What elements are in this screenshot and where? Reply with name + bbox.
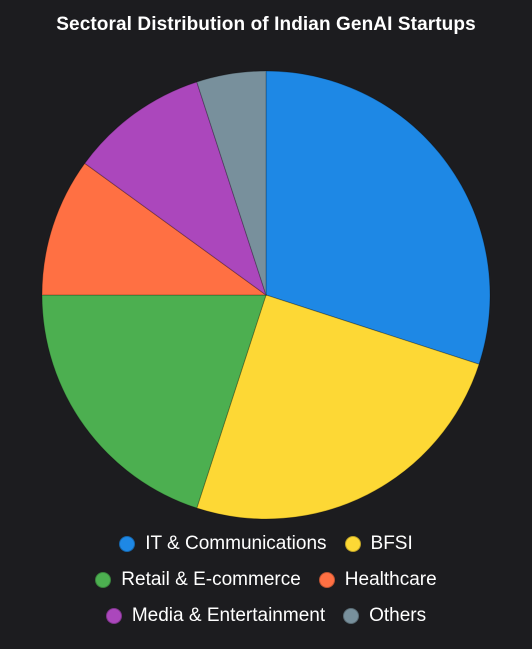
legend-swatch: [105, 608, 122, 624]
legend: IT & Communications BFSI Retail & E-comm…: [0, 526, 532, 634]
pie-slice-bfsi[interactable]: [196, 294, 480, 520]
legend-swatch: [119, 536, 136, 552]
pie-slice-retail-ecommerce[interactable]: [41, 294, 267, 509]
chart-title: Sectoral Distribution of Indian GenAI St…: [56, 14, 476, 35]
pie-slice-media-entertainment[interactable]: [84, 81, 267, 297]
legend-swatch: [95, 572, 112, 588]
legend-label: Media & Entertainment: [131, 605, 326, 626]
legend-item-healthcare[interactable]: Healthcare: [318, 569, 437, 591]
legend-label: Retail & E-commerce: [121, 569, 301, 590]
legend-item-it-communications[interactable]: IT & Communications: [119, 533, 327, 555]
legend-item-bfsi[interactable]: BFSI: [344, 533, 413, 555]
pie-slice-it-communications[interactable]: [265, 70, 491, 365]
legend-row: Retail & E-commerce Healthcare: [0, 562, 532, 598]
legend-row: IT & Communications BFSI: [0, 526, 532, 562]
legend-row: Media & Entertainment Others: [0, 598, 532, 634]
legend-item-retail-ecommerce[interactable]: Retail & E-commerce: [95, 569, 301, 591]
pie-chart: [41, 70, 491, 520]
legend-swatch: [344, 536, 361, 552]
pie-slice-healthcare[interactable]: [41, 162, 268, 296]
legend-label: IT & Communications: [145, 533, 327, 554]
legend-label: Healthcare: [344, 569, 437, 590]
legend-label: BFSI: [370, 533, 413, 554]
legend-swatch: [343, 608, 360, 624]
pie-slice-others[interactable]: [196, 70, 267, 296]
legend-label: Others: [369, 605, 427, 626]
legend-item-media-entertainment[interactable]: Media & Entertainment: [105, 605, 326, 627]
legend-swatch: [318, 572, 335, 588]
legend-item-others[interactable]: Others: [343, 605, 426, 627]
